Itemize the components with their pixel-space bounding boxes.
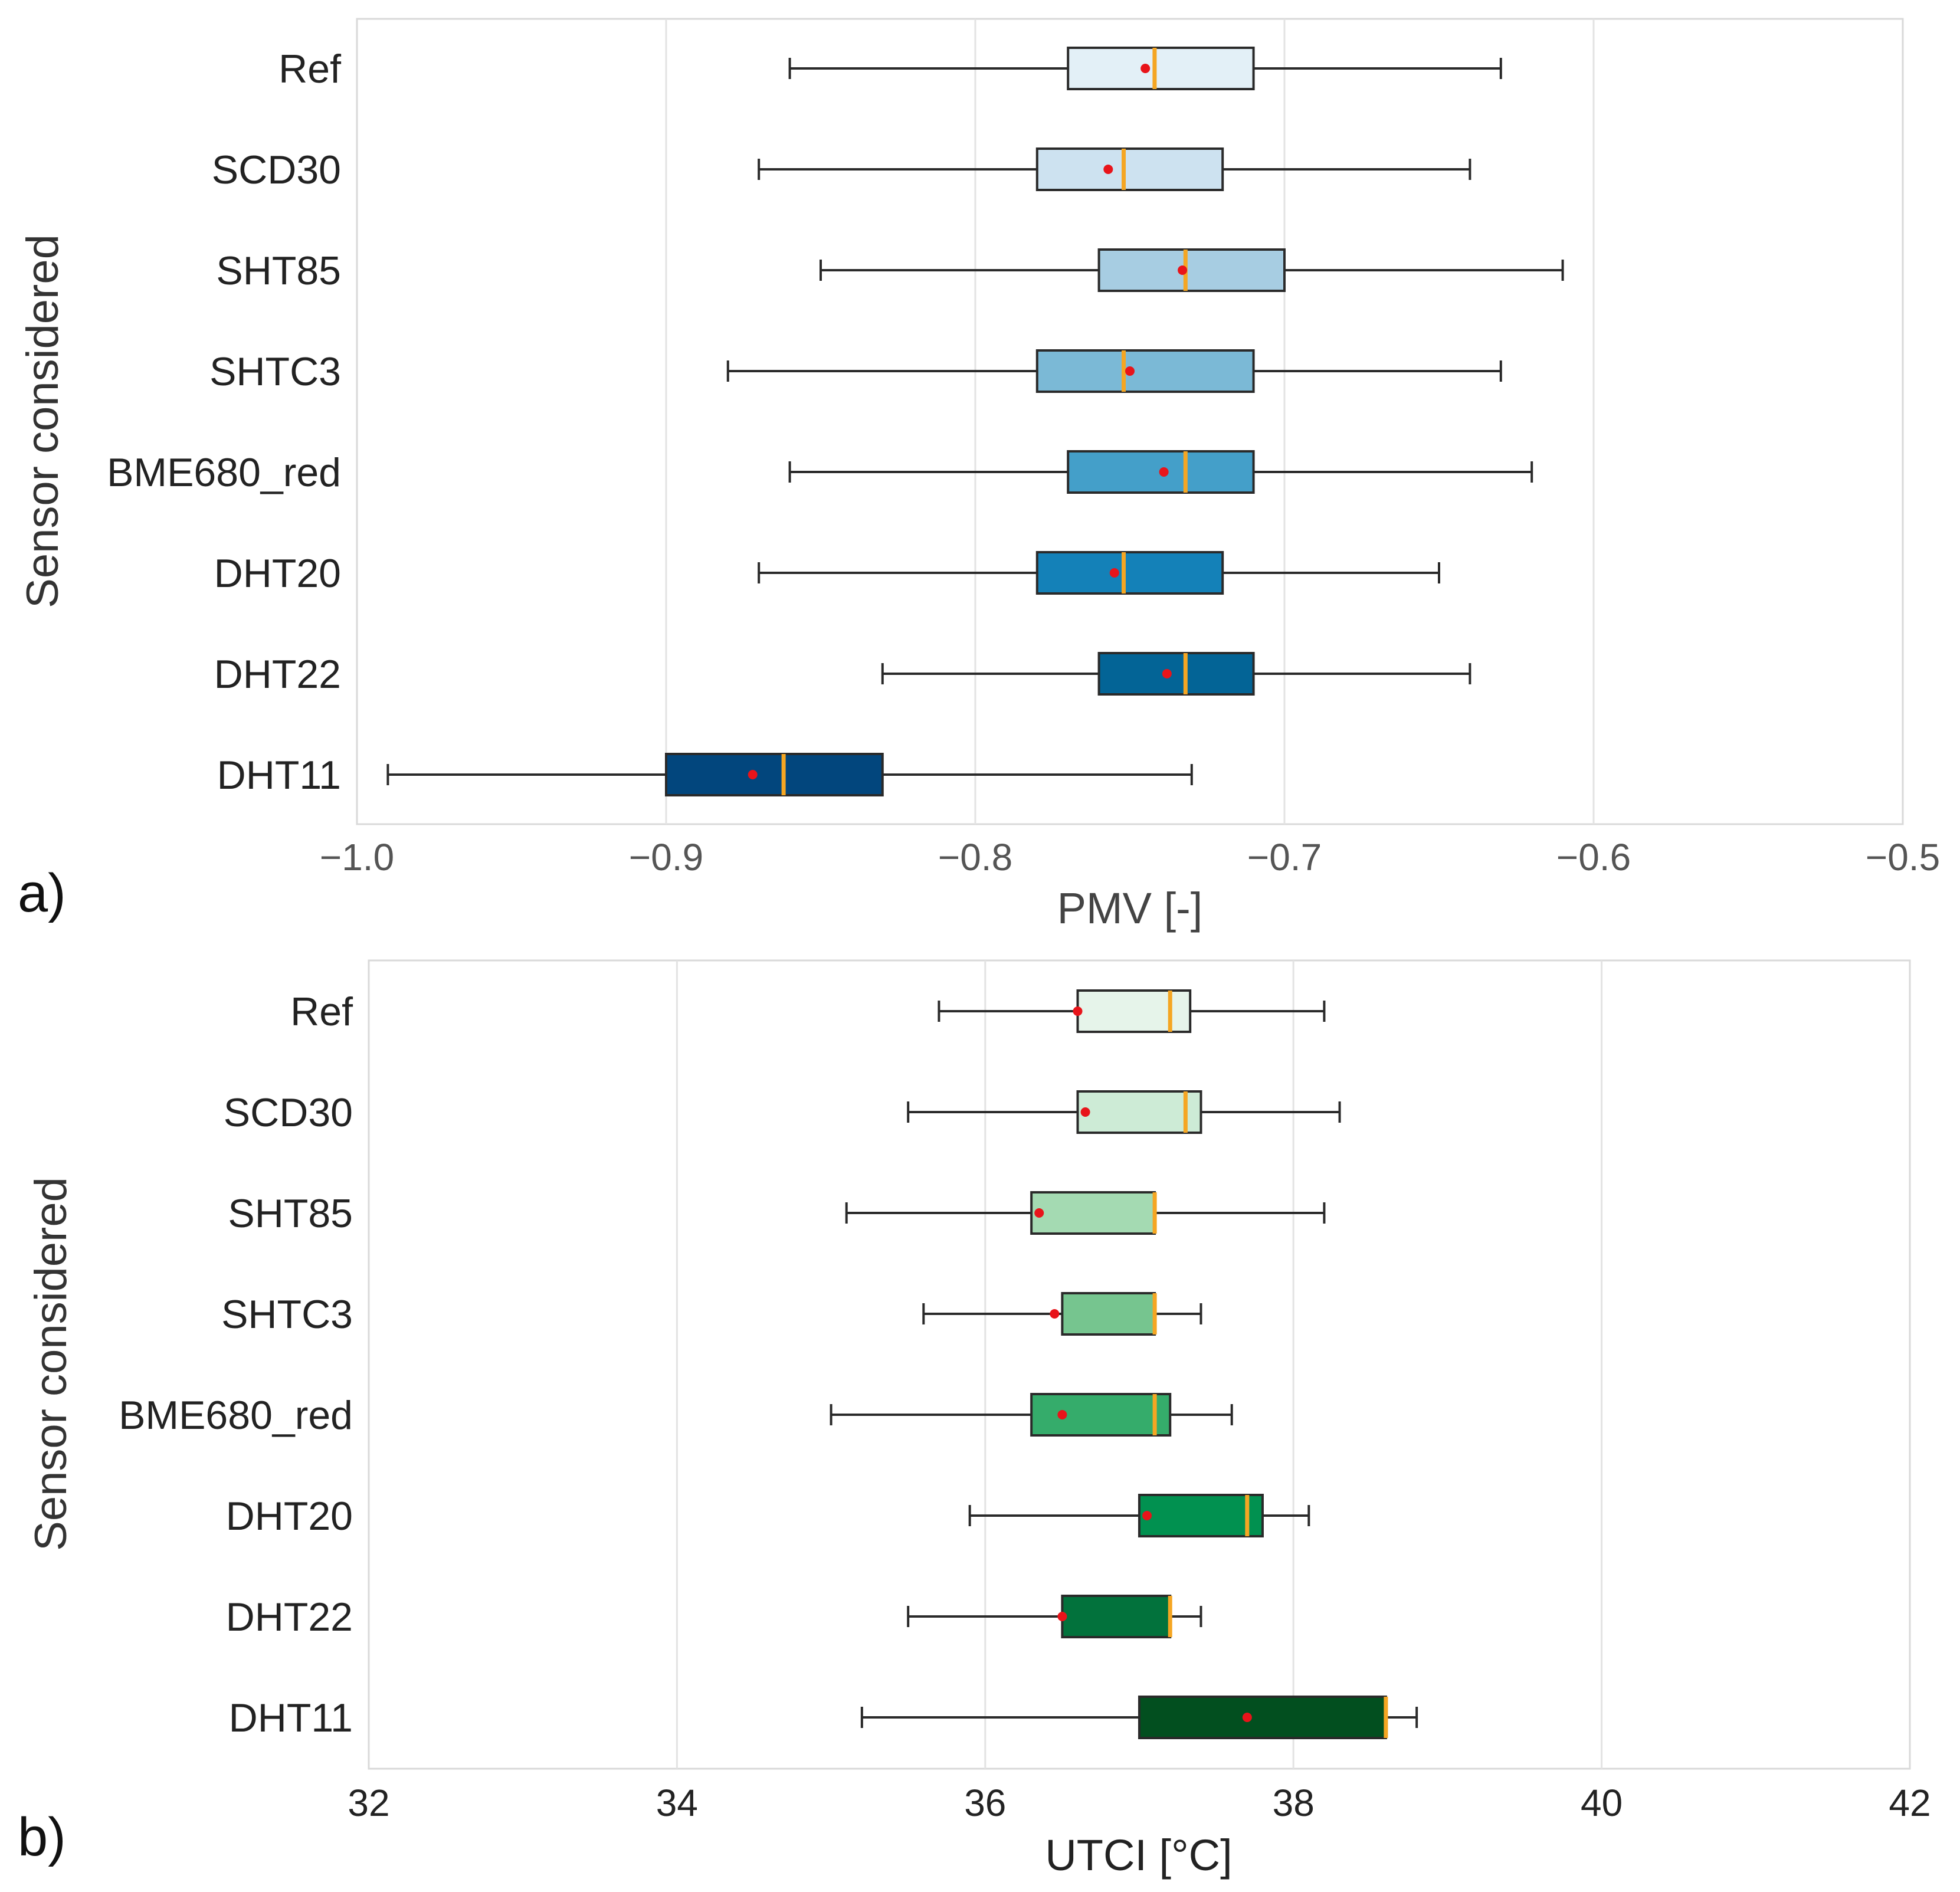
panel-label-a: a)	[18, 863, 66, 923]
box-shtc3	[726, 349, 1502, 393]
iqr-box	[1138, 1696, 1387, 1739]
box-ref	[938, 989, 1326, 1033]
panel-label-b: b)	[18, 1807, 66, 1867]
x-tick-label-a: −0.7	[1247, 836, 1322, 878]
category-label-dht20: DHT20	[214, 551, 341, 596]
plot-area-b	[368, 959, 1911, 1770]
iqr-box	[1067, 47, 1255, 90]
boxes-b	[830, 989, 1418, 1739]
box-dht11	[386, 753, 1193, 796]
mean-marker	[1103, 165, 1113, 174]
box-shtc3	[922, 1292, 1202, 1336]
category-label-scd30: SCD30	[212, 147, 341, 192]
box-bme680-red	[788, 450, 1533, 494]
x-tick-label-a: −0.8	[938, 836, 1012, 878]
boxes-a	[386, 47, 1564, 796]
x-tick-label-b: 36	[964, 1782, 1006, 1824]
category-labels-a: Ref SCD30 SHT85 SHTC3 BME680_red DHT20 DHT22 DH…	[107, 47, 341, 798]
iqr-box	[1035, 147, 1224, 191]
x-tick-labels-b: 32 34 36 38 40 42	[348, 1782, 1930, 1824]
mean-marker	[1125, 366, 1135, 376]
mean-marker	[1034, 1208, 1044, 1218]
box-dht20	[968, 1494, 1310, 1537]
category-label-sht85: SHT85	[228, 1191, 353, 1236]
mean-marker	[1057, 1612, 1067, 1621]
category-label-bme680-red: BME680_red	[107, 450, 341, 495]
mean-marker	[1057, 1410, 1067, 1419]
panel-b-utci-chart: Ref SCD30 SHT85 SHTC3 BME680_red DHT20 DHT22 DH…	[18, 959, 1931, 1880]
category-labels-b: Ref SCD30 SHT85 SHTC3 BME680_red DHT20 DHT22 DH…	[119, 989, 353, 1740]
mean-marker	[1242, 1713, 1252, 1722]
x-tick-label-a: −0.9	[629, 836, 703, 878]
category-label-dht11: DHT11	[217, 753, 341, 798]
box-dht11	[860, 1696, 1418, 1739]
box-sht85	[845, 1191, 1326, 1235]
mean-marker	[748, 770, 758, 779]
box-sht85	[820, 248, 1564, 292]
mean-marker	[1140, 64, 1151, 73]
iqr-box	[1097, 248, 1286, 292]
x-tick-label-b: 40	[1581, 1782, 1623, 1824]
mean-marker	[1050, 1309, 1060, 1319]
category-label-ref: Ref	[278, 47, 341, 91]
iqr-box	[1061, 1292, 1156, 1336]
x-tick-label-b: 42	[1889, 1782, 1930, 1824]
box-dht22	[881, 652, 1471, 696]
panel-a-pmv-chart: Ref SCD30 SHT85 SHTC3 BME680_red DHT20 DHT22 DH…	[18, 18, 1940, 933]
mean-marker	[1162, 669, 1172, 678]
category-label-sht85: SHT85	[216, 248, 341, 293]
x-tick-label-a: −1.0	[320, 836, 394, 878]
iqr-box	[1076, 989, 1192, 1033]
mean-marker	[1178, 265, 1188, 275]
category-label-dht22: DHT22	[226, 1595, 353, 1639]
gridlines-b	[676, 960, 1603, 1769]
box-dht22	[907, 1595, 1202, 1638]
iqr-box	[1076, 1090, 1202, 1134]
box-scd30	[907, 1090, 1341, 1134]
box-scd30	[758, 147, 1471, 191]
category-label-ref: Ref	[290, 989, 353, 1034]
y-axis-title-a: Sensor considered	[18, 234, 68, 608]
x-tick-label-b: 38	[1273, 1782, 1315, 1824]
iqr-box	[1035, 349, 1255, 393]
plot-area-a	[356, 18, 1904, 825]
gridlines-a	[665, 19, 1595, 824]
x-tick-label-b: 34	[656, 1782, 698, 1824]
mean-marker	[1073, 1006, 1083, 1016]
category-label-shtc3: SHTC3	[209, 349, 341, 394]
iqr-box	[1030, 1191, 1156, 1235]
box-ref	[788, 47, 1502, 90]
iqr-box	[1030, 1393, 1172, 1437]
iqr-box	[665, 753, 884, 796]
iqr-box	[1035, 551, 1224, 595]
iqr-box	[1138, 1494, 1264, 1537]
mean-marker	[1080, 1107, 1090, 1117]
x-tick-label-a: −0.6	[1556, 836, 1631, 878]
category-label-dht11: DHT11	[229, 1696, 353, 1740]
x-tick-labels-a: −1.0 −0.9 −0.8 −0.7 −0.6 −0.5	[320, 836, 1940, 878]
x-tick-label-a: −0.5	[1866, 836, 1940, 878]
category-label-shtc3: SHTC3	[221, 1292, 353, 1337]
x-axis-title-a: PMV [-]	[1057, 884, 1203, 933]
iqr-box	[1061, 1595, 1172, 1638]
category-label-scd30: SCD30	[224, 1090, 353, 1135]
mean-marker	[1142, 1511, 1152, 1520]
x-axis-title-b: UTCI [°C]	[1045, 1831, 1232, 1880]
mean-marker	[1109, 568, 1119, 578]
category-label-bme680-red: BME680_red	[119, 1393, 353, 1438]
iqr-box	[1097, 652, 1255, 696]
category-label-dht22: DHT22	[214, 652, 341, 697]
box-dht20	[758, 551, 1440, 595]
category-label-dht20: DHT20	[226, 1494, 353, 1539]
mean-marker	[1159, 467, 1169, 477]
y-axis-title-b: Sensor considered	[26, 1177, 76, 1551]
x-tick-label-b: 32	[348, 1782, 389, 1824]
box-bme680-red	[830, 1393, 1233, 1437]
